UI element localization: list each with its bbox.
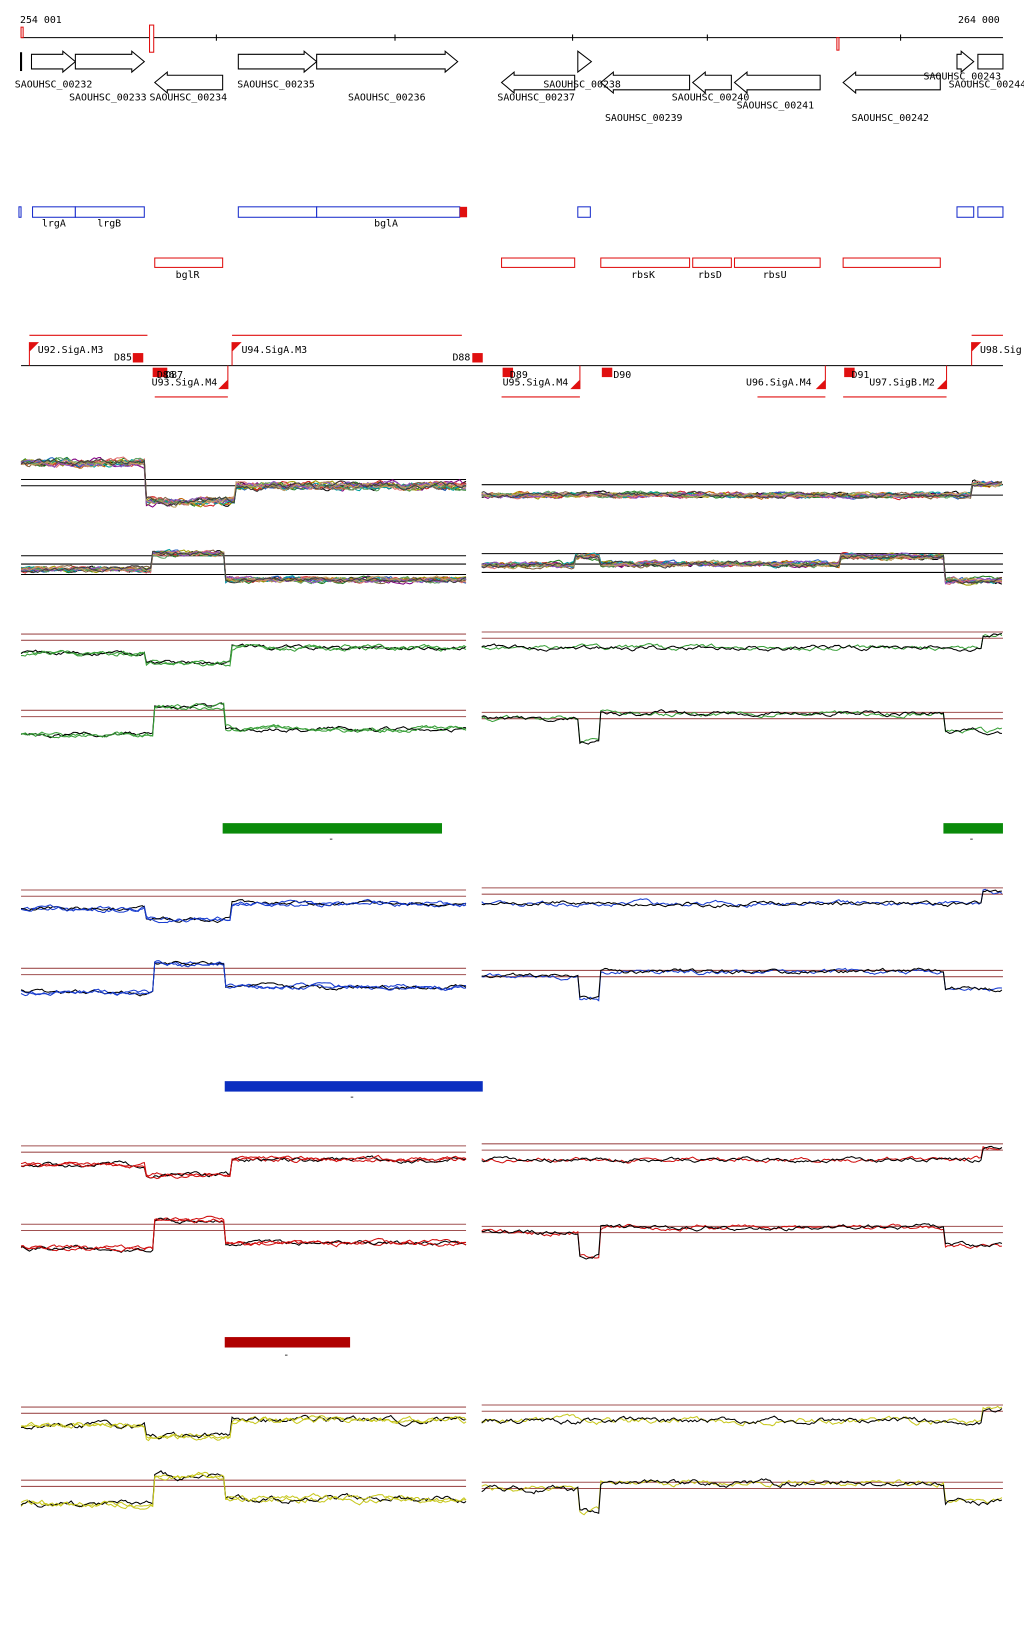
gene-name: lrgB (97, 219, 121, 230)
trace (481, 1478, 1003, 1515)
trace (481, 967, 1003, 1000)
gene-label: SAOUHSC_00238 (543, 80, 621, 91)
bar-label: - (968, 834, 974, 845)
regulatory-label: U98.Sig (980, 345, 1022, 356)
gene-name: bglR (176, 270, 200, 281)
gene-label: SAOUHSC_00243 (924, 71, 1002, 82)
trace (481, 1405, 1003, 1427)
condition-bars: - - - - (222, 823, 1003, 1361)
trace (20, 458, 467, 507)
trace (481, 554, 1002, 585)
trace (20, 1217, 467, 1253)
gene-label: SAOUHSC_00235 (237, 80, 315, 91)
regulatory-label: D88 (452, 352, 470, 363)
gene-name: rbsD (698, 270, 722, 281)
regulatory-label: U92.SigA.M3 (38, 345, 104, 356)
regulatory-label: D89 (510, 370, 528, 381)
trace (481, 1408, 1003, 1426)
trace (21, 899, 467, 924)
gene-label: SAOUHSC_00237 (497, 92, 575, 103)
regulatory-label: D86 (157, 370, 175, 381)
regulatory-label: U95.SigA.M4 (503, 377, 569, 388)
end-coordinate: 264 000 (958, 15, 1000, 26)
trace (481, 1223, 1002, 1259)
gene-label: SAOUHSC_00242 (851, 113, 929, 124)
gene-name: bglA (374, 219, 398, 230)
gene-name-boxes: lrgA lrgB bglA bglR rbsK rbsD rbsU (18, 206, 1004, 281)
trace (20, 1415, 467, 1442)
coordinate-axis: 254 001 264 000 (20, 15, 1003, 53)
gene-name: rbsU (763, 270, 787, 281)
trace (481, 1479, 1003, 1516)
trace (481, 633, 1003, 652)
trace (481, 889, 1002, 909)
gene-arrows: SAOUHSC_00232 SAOUHSC_00233 SAOUHSC_0023… (15, 50, 1024, 124)
regulatory-label: D90 (613, 370, 631, 381)
gene-label: SAOUHSC_00244 (949, 80, 1024, 91)
trace (481, 1145, 1003, 1164)
trace (481, 481, 1003, 499)
trace (481, 1145, 1003, 1164)
trace (20, 456, 467, 508)
bar-label: - (349, 1092, 355, 1103)
regulatory-label: U96.SigA.M4 (746, 377, 812, 388)
gene-label: SAOUHSC_00233 (69, 92, 147, 103)
bar-label: - (283, 1350, 289, 1361)
trace (21, 898, 467, 922)
gene-label: SAOUHSC_00234 (150, 92, 228, 103)
start-coordinate: 254 001 (20, 15, 62, 26)
gene-label: SAOUHSC_00240 (672, 92, 750, 103)
trace (20, 550, 467, 584)
gene-label: SAOUHSC_00232 (15, 80, 93, 91)
trace (20, 1473, 467, 1510)
bar-label: - (328, 834, 334, 845)
trace (20, 960, 467, 997)
gene-label: SAOUHSC_00236 (348, 92, 426, 103)
trace (481, 709, 1002, 745)
trace (20, 702, 467, 739)
trace (20, 961, 467, 997)
trace (20, 1414, 467, 1440)
trace (20, 1217, 467, 1253)
regulatory-track: U92.SigA.M3 D85 D86 D87 U93.SigA.M4 U94.… (21, 334, 1022, 398)
trace (481, 553, 1002, 582)
gene-name: lrgA (42, 219, 66, 230)
trace (481, 1223, 1003, 1260)
trace (481, 482, 1003, 499)
trace (21, 643, 467, 667)
regulatory-label: U97.SigB.M2 (869, 377, 935, 388)
gene-label: SAOUHSC_00239 (605, 113, 683, 124)
trace (20, 899, 467, 924)
trace (20, 1470, 467, 1508)
trace (20, 703, 467, 738)
gene-name: rbsK (631, 270, 655, 281)
trace (20, 960, 467, 996)
regulatory-label: D87 (165, 370, 183, 381)
regulatory-label: D85 (114, 352, 132, 363)
expression-traces (20, 456, 1003, 1516)
regulatory-label: D91 (851, 370, 869, 381)
trace (20, 550, 467, 584)
gene-label: SAOUHSC_00241 (737, 101, 815, 112)
trace (20, 459, 467, 508)
regulatory-label: U94.SigA.M3 (241, 345, 307, 356)
trace (481, 967, 1002, 1002)
trace (20, 1215, 467, 1252)
regulatory-label: U93.SigA.M4 (152, 377, 218, 388)
trace (20, 1154, 467, 1180)
trace (20, 1155, 467, 1178)
